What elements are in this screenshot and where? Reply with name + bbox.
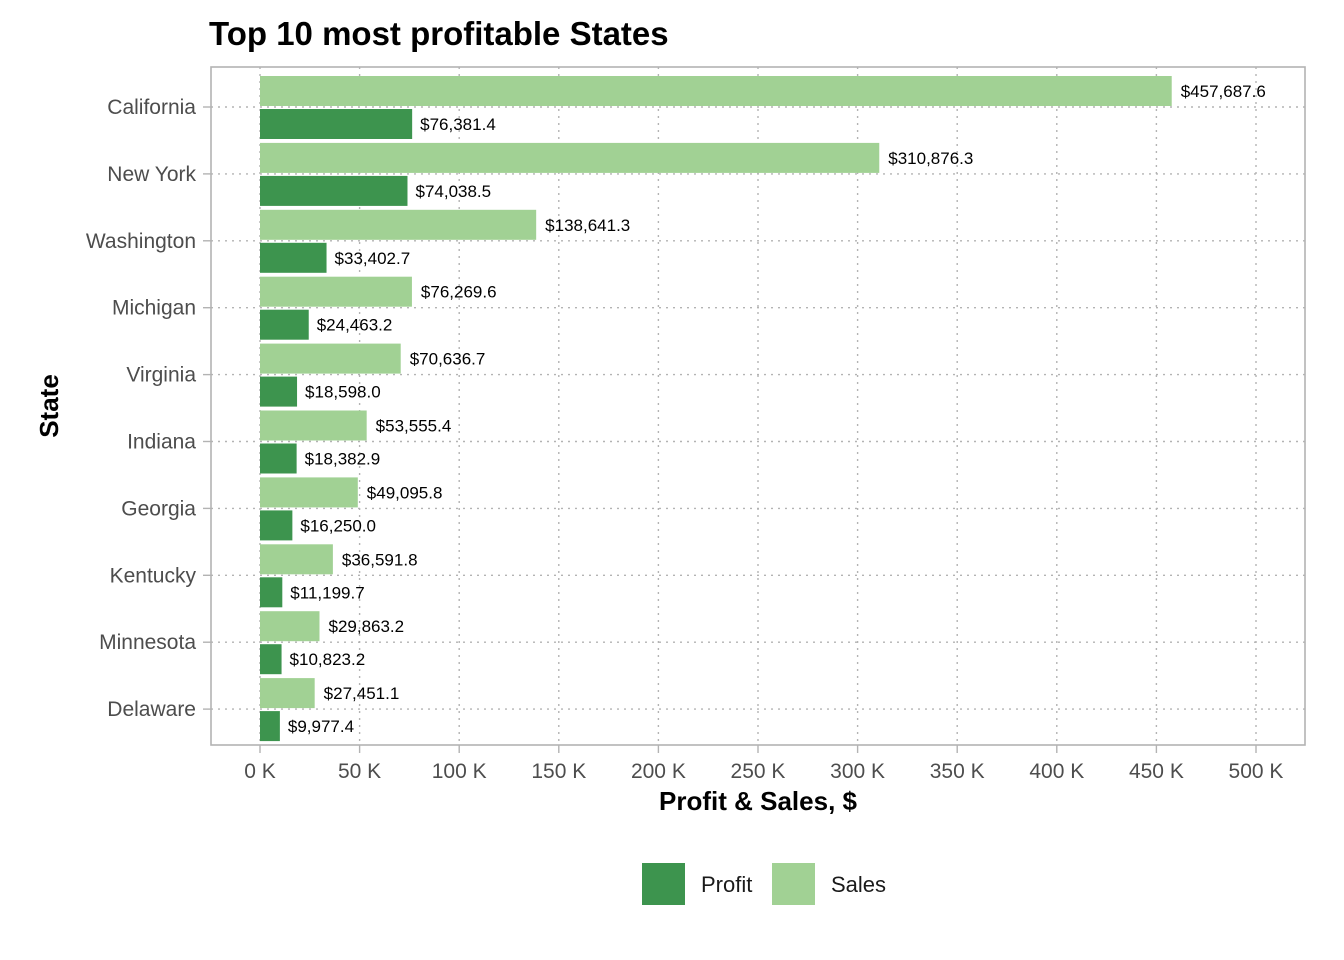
bar-profit [260,309,309,340]
x-tick-label: 150 K [531,760,586,783]
data-label-profit: $11,199.7 [290,583,364,602]
x-axis-title: Profit & Sales, $ [659,786,857,816]
y-tick-label: Michigan [112,297,196,320]
data-label-sales: $310,876.3 [888,149,973,168]
bar-profit [260,644,282,675]
x-tick-label: 400 K [1029,760,1084,783]
x-tick-label: 0 K [244,760,276,783]
y-axis: California New York Washington Michigan Virg… [86,96,211,721]
data-label-sales: $27,451.1 [324,684,400,703]
bar-sales [260,343,401,374]
y-tick-label: Georgia [121,497,196,520]
x-tick-label: 300 K [830,760,885,783]
data-label-sales: $53,555.4 [376,417,452,436]
y-tick-label: Virginia [126,364,196,387]
legend-label-profit: Profit [701,872,752,897]
x-tick-label: 450 K [1129,760,1184,783]
bar-sales [260,410,367,441]
grid-layer [211,67,1305,745]
x-tick-label: 200 K [631,760,686,783]
bar-sales [260,209,537,240]
bar-sales [260,142,880,173]
data-label-sales: $49,095.8 [367,483,443,502]
y-tick-label: Indiana [127,431,196,454]
y-tick-label: California [107,96,196,119]
x-tick-label: 500 K [1229,760,1284,783]
bar-sales [260,76,1172,106]
data-label-sales: $457,687.6 [1181,82,1266,101]
x-tick-label: 100 K [432,760,487,783]
y-tick-label: New York [107,163,196,186]
data-label-profit: $33,402.7 [335,249,411,268]
y-tick-label: Delaware [107,698,196,721]
y-tick-label: Kentucky [110,564,197,587]
bar-sales [260,611,320,642]
data-label-sales: $76,269.6 [421,283,497,302]
data-label-sales: $70,636.7 [410,350,486,369]
legend: Profit Sales [642,863,886,905]
bar-layer [260,76,1172,742]
data-label-profit: $10,823.2 [290,650,366,669]
x-axis: 0 K 50 K 100 K 150 K 200 K 250 K 300 K 350 K 400… [244,745,1283,783]
x-tick-label: 350 K [930,760,985,783]
legend-label-sales: Sales [831,872,886,897]
bar-profit [260,443,297,474]
bar-profit [260,109,413,139]
data-label-profit: $76,381.4 [420,115,496,134]
data-label-profit: $18,382.9 [305,450,381,469]
legend-key-sales [772,863,815,905]
bar-profit [260,376,298,407]
y-tick-label: Minnesota [99,631,196,654]
data-label-profit: $24,463.2 [317,316,393,335]
data-label-profit: $9,977.4 [288,717,354,736]
x-tick-label: 50 K [338,760,381,783]
bar-profit [260,577,283,608]
data-label-sales: $138,641.3 [545,216,630,235]
bar-profit [260,175,408,206]
bar-sales [260,544,333,575]
data-label-profit: $74,038.5 [415,182,491,201]
x-tick-label: 250 K [731,760,786,783]
chart-title: Top 10 most profitable States [209,15,669,52]
legend-key-profit [642,863,685,905]
data-label-layer: $457,687.6 $76,381.4 $310,876.3 $74,038.5 $1… [288,82,1266,736]
data-label-profit: $18,598.0 [305,383,381,402]
bar-sales [260,276,412,307]
bar-profit [260,711,280,742]
bar-sales [260,678,315,709]
data-label-sales: $29,863.2 [328,617,404,636]
y-tick-label: Washington [86,230,196,253]
bar-profit [260,510,293,541]
bar-sales [260,477,358,508]
data-label-profit: $16,250.0 [300,516,376,535]
data-label-sales: $36,591.8 [342,550,418,569]
bar-profit [260,242,327,273]
y-axis-title: State [34,374,64,438]
